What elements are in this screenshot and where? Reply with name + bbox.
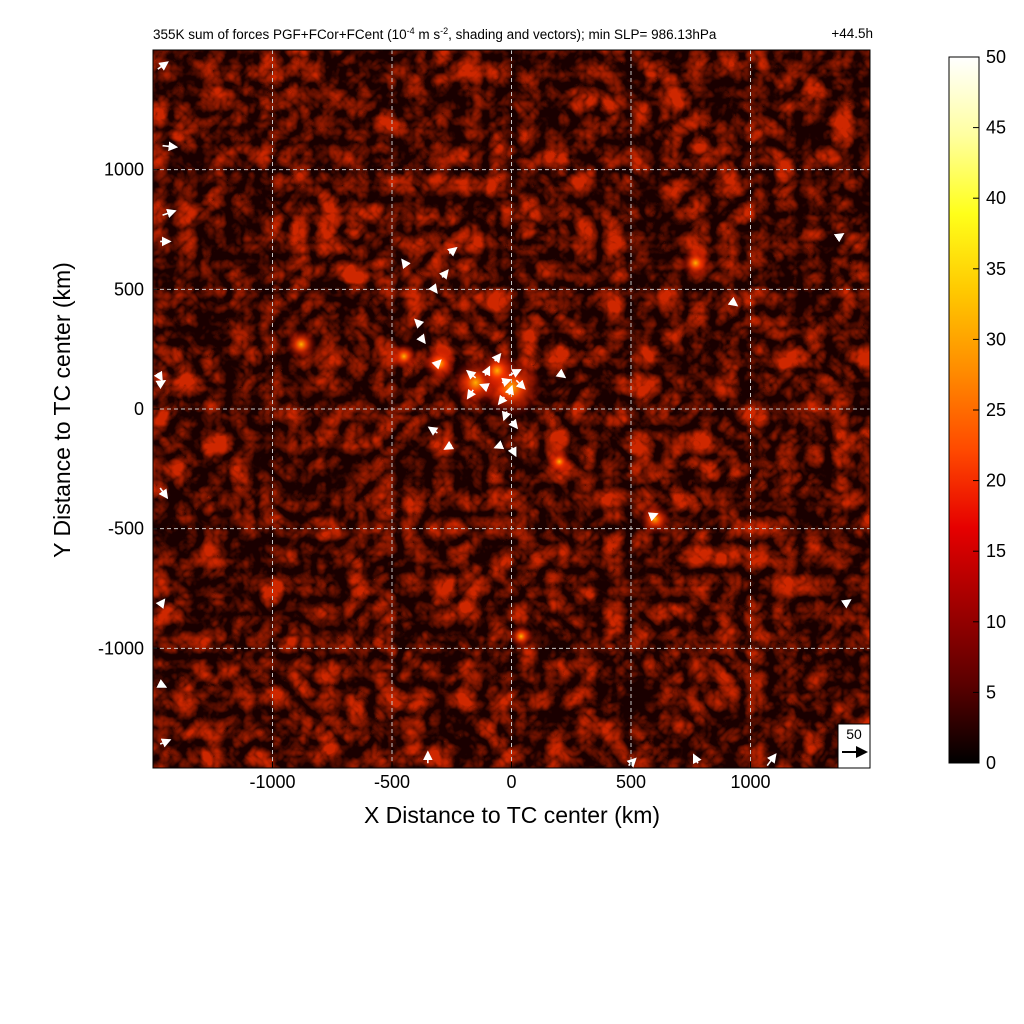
force-vector-arrow [466, 369, 477, 380]
y-axis-title: Y Distance to TC center (km) [49, 262, 75, 558]
heatmap-hotspot [423, 346, 457, 381]
x-tick-label: -1000 [249, 772, 295, 792]
force-vector-arrow [443, 440, 455, 450]
heatmap-hotspot [285, 328, 317, 361]
force-vector-arrow [647, 512, 659, 522]
y-tick-label: -500 [108, 519, 144, 539]
force-vector-arrow [439, 269, 449, 280]
force-vector-arrow [497, 394, 508, 406]
force-vector-arrow [416, 333, 426, 345]
force-vector-arrow [766, 753, 777, 767]
title-text-a: 355K sum of forces PGF+FCor+FCent (10 [153, 27, 407, 42]
y-tick-label: 500 [114, 279, 144, 299]
colorbar-tick-label: 15 [986, 541, 1006, 561]
force-vector-arrow [840, 599, 852, 609]
force-vector-arrow [833, 232, 845, 243]
x-axis-ticks: -1000 -500 0 500 1000 [249, 762, 771, 792]
force-vector-arrow [626, 757, 637, 768]
force-vector-arrow [555, 368, 567, 379]
reference-vector-box: 50 [837, 723, 871, 769]
colorbar-tick-label: 30 [986, 329, 1006, 349]
plot-area: 50 [152, 49, 871, 769]
force-vector-arrow [515, 379, 526, 390]
heatmap-hotspot [547, 449, 572, 474]
force-vector-arrow [157, 61, 169, 71]
x-axis-title: X Distance to TC center (km) [364, 802, 660, 828]
heatmap-hotspot [508, 624, 534, 649]
colorbar-tick-label: 25 [986, 400, 1006, 420]
force-vector-arrow [401, 258, 411, 270]
title-exponent-1: -4 [406, 26, 415, 36]
force-vector-arrow [447, 246, 458, 257]
force-vector-arrow [162, 208, 177, 219]
title-text-b: m s [414, 27, 441, 42]
force-vector-arrow [508, 369, 522, 378]
force-vector-arrow [413, 318, 425, 329]
force-vector-arrow [158, 487, 169, 500]
chart-title: 355K sum of forces PGF+FCor+FCent (10-4 … [153, 26, 873, 44]
force-vector-arrow [507, 446, 517, 458]
force-vector-arrow [466, 388, 477, 400]
forecast-time-label: +44.5h [831, 26, 873, 41]
reference-vector-label: 50 [846, 726, 862, 742]
force-vector-arrow [159, 738, 172, 748]
colorbar-tick-label: 20 [986, 471, 1006, 491]
force-vector-arrow [493, 440, 505, 450]
force-vector-arrow [153, 370, 163, 382]
force-vector-arrow [428, 283, 438, 294]
y-tick-label: -1000 [98, 638, 144, 658]
colorbar-tick-label: 45 [986, 118, 1006, 138]
force-vector-arrow [693, 753, 702, 765]
heatmap-hotspot [390, 343, 417, 370]
force-vector-arrow [156, 679, 168, 688]
colorbar-tick-label: 10 [986, 612, 1006, 632]
heatmap-hotspot [639, 503, 671, 535]
y-axis-ticks: 1000 500 0 -500 -1000 [98, 160, 159, 658]
force-vector-arrow [501, 410, 512, 422]
colorbar-tick-label: 5 [986, 682, 996, 702]
force-vector-arrow [491, 352, 502, 364]
title-text-c: , shading and vectors); min SLP= 986.13h… [448, 27, 717, 42]
force-vector-arrow [155, 598, 166, 609]
force-vector-arrow [504, 384, 514, 396]
force-vector-arrow [155, 380, 167, 390]
colorbar-tick-label: 35 [986, 259, 1006, 279]
grid-lines [153, 50, 870, 768]
force-vector-arrow [501, 377, 512, 387]
colorbar-tick-label: 0 [986, 753, 996, 773]
title-exponent-2: -2 [440, 26, 449, 36]
x-tick-label: 1000 [730, 772, 770, 792]
force-vector-arrow [727, 296, 739, 307]
force-vector-arrow [427, 426, 439, 436]
x-tick-label: 500 [616, 772, 646, 792]
y-tick-label: 0 [134, 399, 144, 419]
force-vectors [153, 61, 852, 768]
force-vector-arrow [481, 365, 491, 377]
colorbar-tick-label: 50 [986, 47, 1006, 67]
x-tick-label: -500 [374, 772, 410, 792]
force-vector-arrow [162, 141, 179, 152]
y-tick-label: 1000 [104, 160, 144, 180]
heatmap-hotspot [680, 248, 711, 278]
colorbar-tick-label: 40 [986, 188, 1006, 208]
x-tick-label: 0 [506, 772, 516, 792]
force-vector-arrow [479, 383, 490, 393]
force-vector-arrow [431, 359, 442, 370]
force-vector-arrow [508, 418, 519, 430]
